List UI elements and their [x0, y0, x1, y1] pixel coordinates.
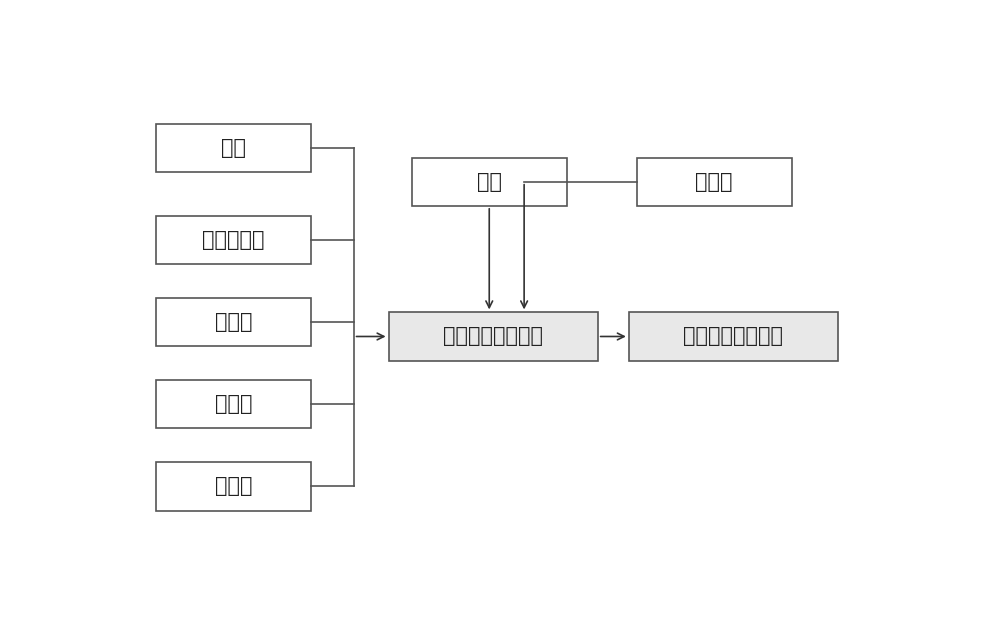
Text: 催化剂: 催化剂	[215, 312, 252, 332]
Bar	[156, 298, 311, 346]
Text: 浓硫酸: 浓硫酸	[695, 171, 733, 192]
Text: 双氧水: 双氧水	[215, 394, 252, 414]
Bar	[156, 215, 311, 264]
Bar	[156, 380, 311, 428]
Bar	[629, 312, 838, 360]
Text: 邻硝基甲苯: 邻硝基甲苯	[202, 230, 265, 250]
Bar	[156, 124, 311, 172]
Bar	[637, 158, 792, 206]
Text: 高含量邻硝基溨苯: 高含量邻硝基溨苯	[683, 327, 783, 347]
Text: 低含量邻硝基溨苯: 低含量邻硝基溨苯	[443, 327, 543, 347]
Text: 氯苯: 氯苯	[221, 138, 246, 158]
Bar	[388, 312, 598, 360]
Text: 氢溃酸: 氢溃酸	[215, 477, 252, 496]
Bar	[412, 158, 567, 206]
Bar	[156, 462, 311, 511]
Text: 锶粉: 锶粉	[477, 171, 502, 192]
